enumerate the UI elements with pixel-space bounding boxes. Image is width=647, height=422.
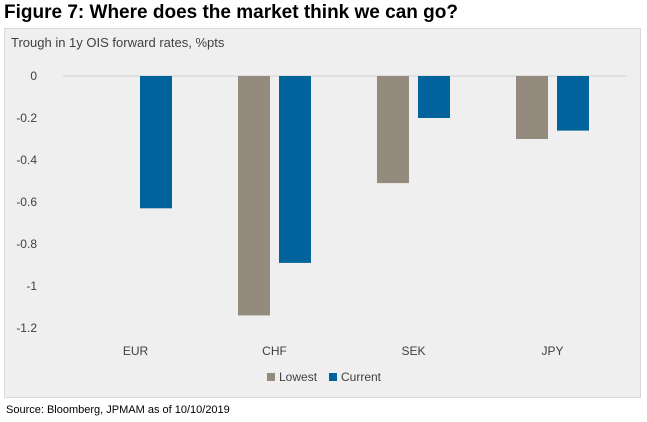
- bar-current-jpy: [557, 76, 589, 131]
- legend-swatch-current: [329, 373, 337, 381]
- bar-lowest-sek: [377, 76, 409, 184]
- y-tick-label: -0.6: [16, 195, 37, 209]
- legend-label-lowest: Lowest: [279, 370, 318, 384]
- legend-swatch-lowest: [267, 373, 275, 381]
- x-tick-label: EUR: [123, 344, 149, 358]
- x-tick-label: CHF: [262, 344, 287, 358]
- y-tick-label: -0.4: [16, 153, 37, 167]
- y-tick-label: -0.8: [16, 237, 37, 251]
- source-note: Source: Bloomberg, JPMAM as of 10/10/201…: [6, 404, 230, 416]
- bar-chart: 0 -0.2 -0.4 -0.6 -0.8 -1 -1.2 EUR CHF SEK JPY Lowes…: [16, 69, 627, 384]
- bar-lowest-chf: [238, 76, 270, 316]
- x-tick-label: JPY: [541, 344, 563, 358]
- y-tick-label: -0.2: [16, 111, 37, 125]
- chart-subtitle: Trough in 1y OIS forward rates, %pts: [11, 35, 225, 50]
- y-tick-label: -1.2: [16, 321, 37, 335]
- y-tick-label: -1: [26, 279, 37, 293]
- x-tick-label: SEK: [401, 344, 425, 358]
- chart-panel: Trough in 1y OIS forward rates, %pts 0 -0…: [4, 28, 641, 398]
- bar-current-chf: [279, 76, 311, 263]
- bar-current-eur: [140, 76, 172, 209]
- bar-lowest-jpy: [516, 76, 548, 139]
- y-tick-label: 0: [30, 69, 37, 83]
- figure-title: Figure 7: Where does the market think we…: [4, 2, 458, 23]
- bar-current-sek: [418, 76, 450, 118]
- legend-label-current: Current: [341, 370, 382, 384]
